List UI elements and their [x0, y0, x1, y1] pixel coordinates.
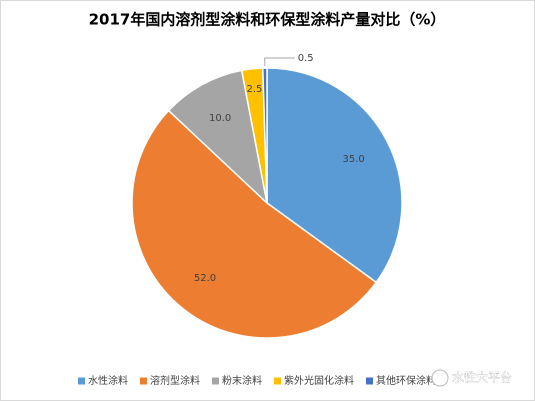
legend-label: 水性涂料 [88, 374, 128, 387]
watermark: 水性大平台 [452, 370, 512, 385]
legend-swatch [78, 377, 85, 385]
data-label: 2.5 [246, 84, 262, 95]
pie-slice [131, 109, 378, 339]
data-label: 52.0 [194, 273, 216, 284]
legend-label: 粉末涂料 [222, 374, 262, 387]
legend-swatch [366, 377, 373, 385]
legend-label: 溶剂型涂料 [150, 374, 200, 387]
chart-title: 2017年国内溶剂型涂料和环保型涂料产量对比（%） [89, 11, 446, 29]
leader-line [264, 57, 295, 67]
legend-label: 其他环保涂料 [376, 374, 436, 387]
pie-slice [261, 67, 268, 204]
legend-swatch [140, 377, 147, 385]
watermark-icon [431, 369, 449, 387]
legend-swatch [212, 377, 219, 385]
legend-label: 紫外光固化涂料 [284, 374, 354, 387]
data-label: 35.0 [342, 154, 364, 165]
legend-swatch [274, 377, 281, 385]
data-label: 10.0 [209, 113, 231, 124]
pie-slice [266, 67, 403, 284]
pie-slice [167, 69, 269, 206]
data-label: 0.5 [298, 53, 314, 64]
